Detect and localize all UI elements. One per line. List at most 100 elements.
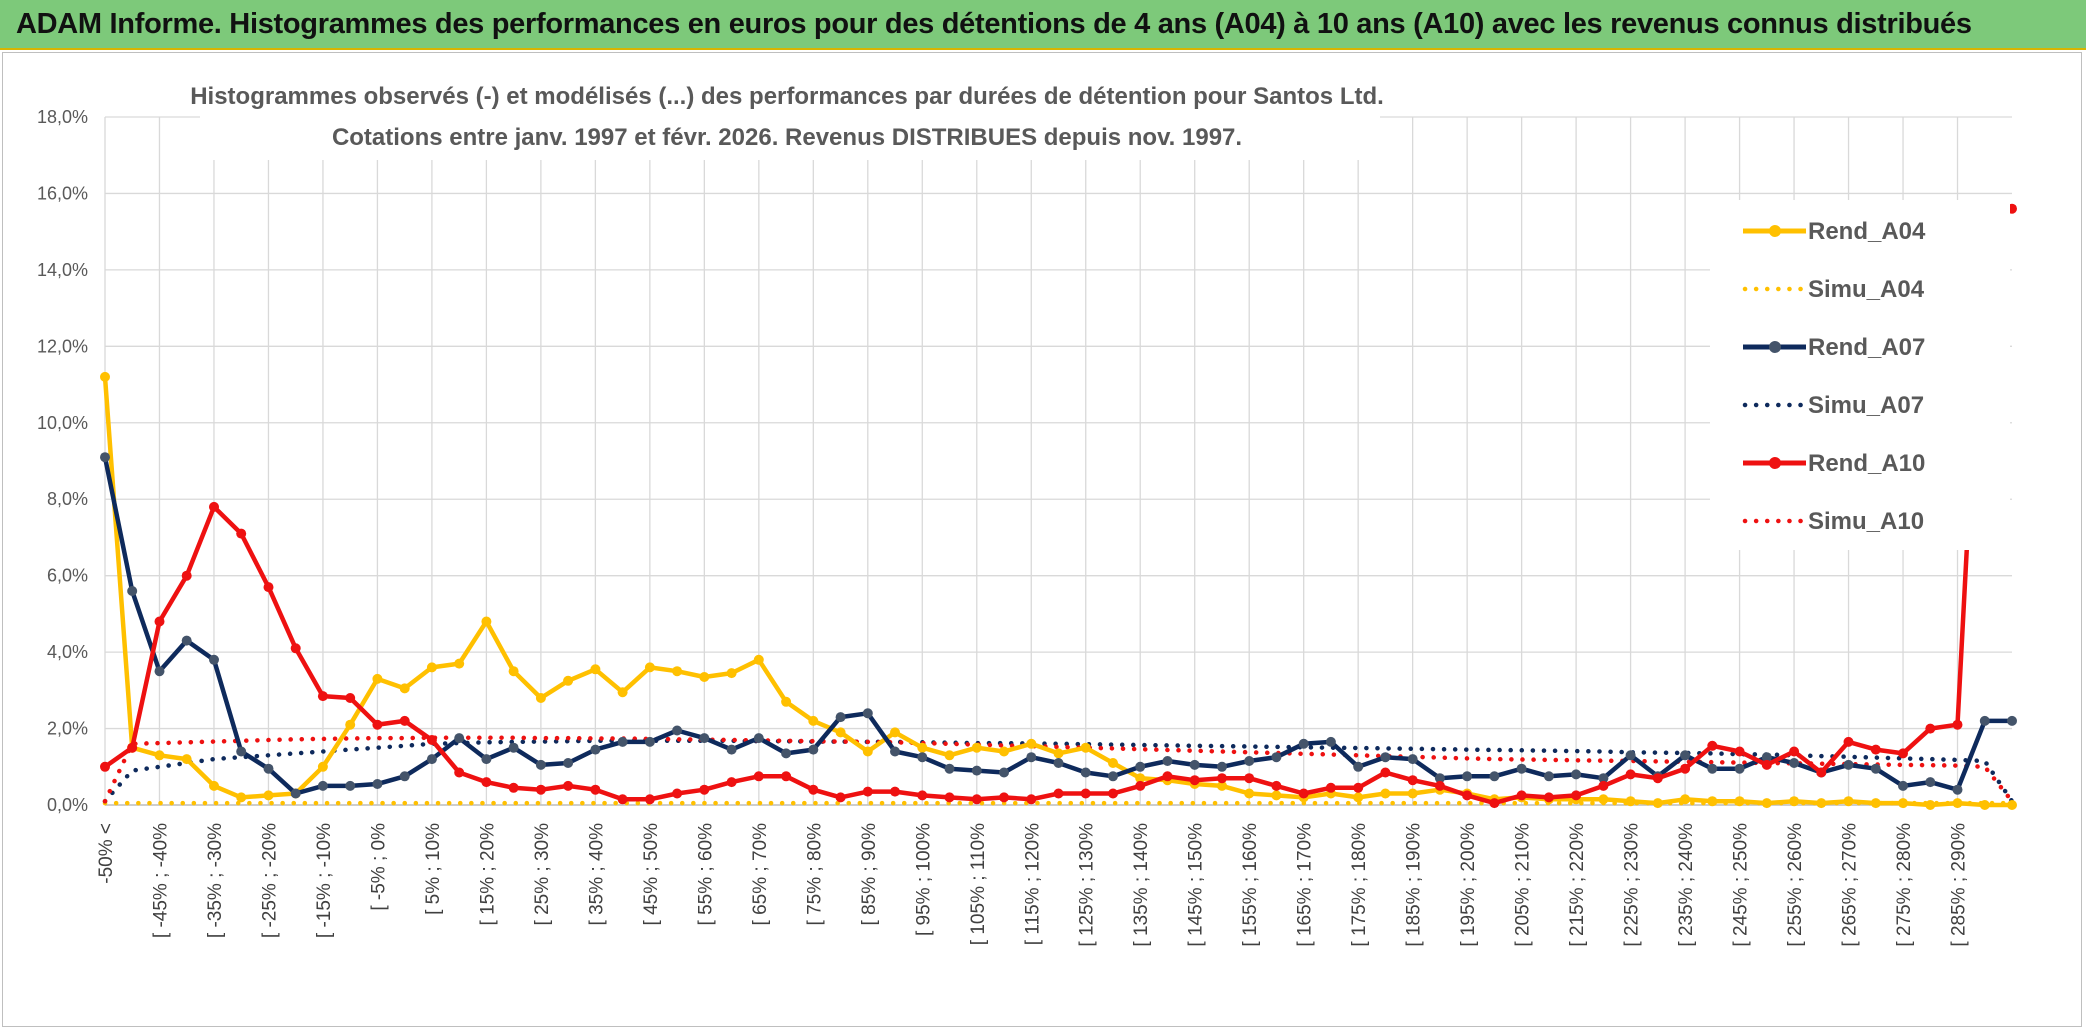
data-point — [1543, 771, 1554, 782]
data-point — [1162, 756, 1173, 766]
data-point — [1108, 788, 1118, 799]
data-point — [1271, 780, 1282, 791]
series-simu-a10 — [102, 735, 2015, 804]
data-point — [862, 786, 873, 797]
x-tick-label: [ -35% ; -30% — [205, 823, 226, 938]
data-point — [535, 784, 546, 795]
data-point — [1979, 715, 1990, 726]
data-point — [263, 582, 274, 593]
data-point — [944, 750, 955, 761]
x-tick-label: [ 185% ; 190% — [1404, 823, 1425, 947]
data-point — [672, 725, 683, 736]
data-point — [236, 792, 247, 803]
x-tick-label: [ 145% ; 150% — [1186, 823, 1207, 947]
data-point — [1843, 736, 1854, 747]
data-point — [1108, 758, 1118, 768]
data-point — [1870, 798, 1881, 809]
data-point — [781, 748, 792, 759]
data-point — [1816, 798, 1827, 809]
data-point — [1925, 723, 1936, 734]
data-point — [563, 675, 574, 686]
data-point — [808, 715, 819, 726]
data-point — [1789, 746, 1800, 757]
legend-marker — [1769, 457, 1781, 469]
x-tick-label: [ 85% ; 90% — [859, 823, 880, 926]
data-point — [1189, 759, 1200, 770]
data-point — [1434, 773, 1445, 784]
data-point — [1462, 771, 1473, 782]
data-point — [781, 771, 792, 782]
data-point — [590, 664, 601, 675]
data-point — [1489, 798, 1500, 809]
x-tick-label: [ -5% ; 0% — [368, 823, 389, 911]
data-point — [1217, 773, 1227, 784]
y-tick-label: 16,0% — [37, 183, 88, 203]
data-point — [862, 746, 873, 757]
legend: Rend_A04 Simu_A04 Rend_A07 Simu_A07 Rend_A10… — [1710, 200, 2010, 550]
data-point — [2007, 715, 2017, 726]
x-tick-label: [ 75% ; 80% — [804, 823, 825, 926]
data-point — [1244, 788, 1255, 799]
data-point — [1053, 788, 1064, 799]
data-point — [345, 719, 356, 730]
data-point — [644, 794, 655, 805]
data-point — [1407, 775, 1418, 786]
data-point — [263, 790, 274, 801]
data-point — [1734, 796, 1745, 807]
data-point — [290, 788, 301, 799]
data-point — [1353, 792, 1364, 803]
data-point — [1816, 767, 1827, 778]
data-point — [672, 788, 683, 799]
data-point — [1271, 790, 1282, 801]
data-point — [999, 792, 1009, 803]
y-tick-label: 0,0% — [47, 795, 88, 815]
data-point — [1135, 761, 1146, 772]
data-point — [1298, 738, 1309, 749]
data-point — [1789, 758, 1800, 768]
data-point — [1680, 750, 1691, 761]
x-tick-label: [ 95% ; 100% — [913, 823, 934, 936]
legend-item-rend-a07: Rend_A07 — [1743, 334, 1925, 361]
data-point — [1598, 780, 1609, 791]
data-point — [1843, 796, 1854, 807]
data-point — [1353, 782, 1364, 793]
data-point — [1380, 752, 1391, 763]
data-point — [181, 635, 192, 646]
data-point — [399, 771, 410, 782]
x-tick-label: [ 15% ; 20% — [477, 823, 498, 926]
data-point — [508, 666, 519, 677]
data-point — [999, 767, 1009, 778]
data-point — [1870, 744, 1881, 755]
data-point — [1353, 761, 1364, 772]
data-point — [944, 763, 955, 774]
data-point — [1952, 719, 1963, 730]
data-point — [1952, 798, 1963, 809]
data-point — [699, 733, 710, 744]
data-point — [781, 696, 792, 707]
x-tick-label: [ 175% ; 180% — [1349, 823, 1370, 947]
data-point — [1707, 763, 1718, 774]
data-point — [1571, 790, 1582, 801]
data-point — [209, 780, 219, 791]
data-point — [508, 782, 519, 793]
data-point — [971, 765, 982, 776]
x-tick-label: [ 55% ; 60% — [695, 823, 716, 926]
data-point — [1707, 740, 1718, 751]
data-point — [1135, 773, 1146, 784]
legend-item-rend-a04: Rend_A04 — [1743, 218, 1926, 245]
data-point — [890, 786, 900, 797]
data-point — [890, 746, 900, 757]
data-point — [181, 570, 192, 581]
data-point — [454, 767, 465, 778]
data-point — [1380, 788, 1391, 799]
x-tick-label: [ 215% ; 220% — [1567, 823, 1588, 947]
data-point — [1625, 796, 1636, 807]
x-tick-label: [ 265% ; 270% — [1840, 823, 1861, 947]
chart-frame — [2, 52, 2082, 1027]
data-point — [1271, 752, 1282, 763]
data-point — [209, 654, 219, 665]
data-point — [1189, 775, 1200, 786]
data-point — [481, 616, 492, 627]
data-point — [1598, 794, 1609, 805]
data-point — [1952, 784, 1963, 795]
